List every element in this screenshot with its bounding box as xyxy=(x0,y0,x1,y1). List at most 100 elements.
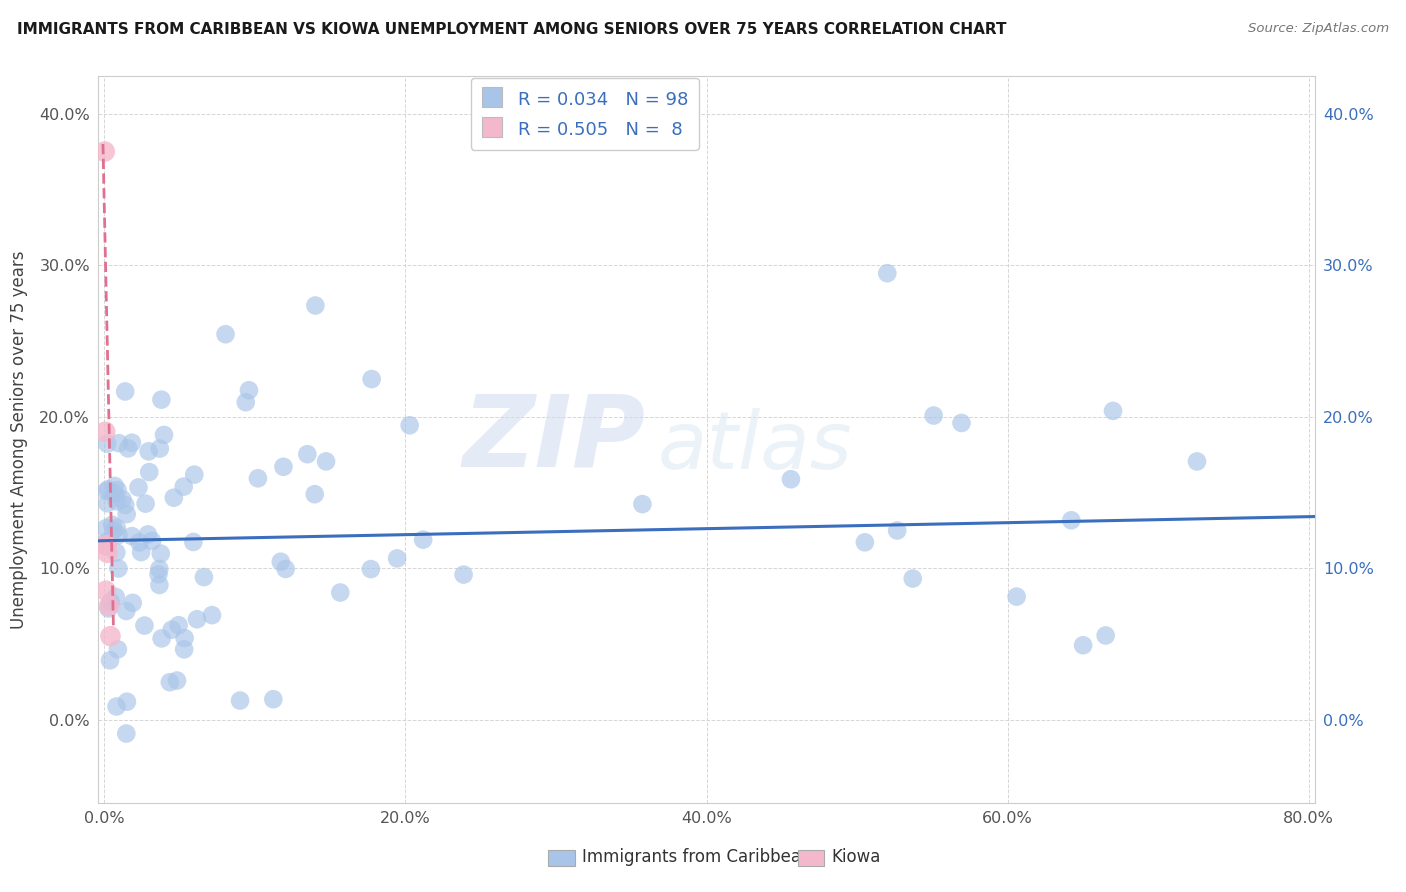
Point xyxy=(117,442,139,456)
Point xyxy=(98,653,121,667)
Point xyxy=(107,642,129,657)
Point xyxy=(360,562,382,576)
Point xyxy=(238,384,260,398)
Point xyxy=(114,384,136,399)
Point xyxy=(149,442,172,456)
Point xyxy=(270,555,292,569)
Point xyxy=(167,618,190,632)
Point xyxy=(94,425,117,439)
Point xyxy=(138,444,160,458)
Point xyxy=(304,487,326,501)
Point xyxy=(94,538,117,552)
Point xyxy=(115,695,138,709)
Point xyxy=(186,612,208,626)
Point xyxy=(100,595,122,609)
Point xyxy=(149,547,172,561)
Point xyxy=(105,494,128,508)
Point xyxy=(96,538,118,552)
Point xyxy=(97,599,120,613)
Point xyxy=(104,479,127,493)
Point xyxy=(134,618,156,632)
Point xyxy=(886,524,908,538)
Point xyxy=(385,551,408,566)
Point xyxy=(173,631,195,645)
Point xyxy=(97,601,120,615)
Point xyxy=(183,467,205,482)
Point xyxy=(214,327,236,342)
Point xyxy=(94,583,117,598)
Point xyxy=(173,642,195,657)
Point xyxy=(96,546,118,560)
Point xyxy=(115,726,138,740)
Text: IMMIGRANTS FROM CARIBBEAN VS KIOWA UNEMPLOYMENT AMONG SENIORS OVER 75 YEARS CORR: IMMIGRANTS FROM CARIBBEAN VS KIOWA UNEMP… xyxy=(17,22,1007,37)
Point xyxy=(453,567,475,582)
Point xyxy=(412,533,434,547)
Point xyxy=(105,521,128,535)
Point xyxy=(193,570,215,584)
Point xyxy=(148,567,170,582)
Point xyxy=(274,562,297,576)
Point xyxy=(136,527,159,541)
Point xyxy=(97,483,120,497)
Text: Immigrants from Caribbean: Immigrants from Caribbean xyxy=(582,848,811,866)
Point xyxy=(315,454,337,468)
Point xyxy=(127,480,149,494)
Point xyxy=(111,492,134,507)
Point xyxy=(262,692,284,706)
Point xyxy=(173,480,195,494)
Point xyxy=(100,629,122,643)
Point xyxy=(150,632,173,646)
Point xyxy=(853,535,876,549)
Point xyxy=(128,535,150,549)
Point xyxy=(96,436,118,450)
Point xyxy=(105,545,128,559)
Point xyxy=(101,517,124,532)
Point xyxy=(235,395,257,409)
Point xyxy=(148,562,170,576)
Point xyxy=(1060,513,1083,527)
Point xyxy=(107,561,129,575)
Point xyxy=(115,507,138,521)
Point xyxy=(166,673,188,688)
Point xyxy=(304,298,326,312)
Point xyxy=(1005,590,1028,604)
Point xyxy=(229,693,252,707)
Text: Kiowa: Kiowa xyxy=(832,848,882,866)
Point xyxy=(1071,638,1094,652)
Point xyxy=(163,491,186,505)
Point xyxy=(153,428,176,442)
Point xyxy=(94,535,117,549)
FancyBboxPatch shape xyxy=(797,850,824,866)
Point xyxy=(950,416,973,430)
Point xyxy=(246,471,269,485)
Point xyxy=(398,418,420,433)
Point xyxy=(93,145,115,159)
Point xyxy=(1102,404,1125,418)
Point xyxy=(96,484,118,499)
Point xyxy=(922,409,945,423)
Point xyxy=(1094,628,1116,642)
Point xyxy=(150,392,173,407)
FancyBboxPatch shape xyxy=(548,850,575,866)
Point xyxy=(129,545,152,559)
Point xyxy=(360,372,382,386)
Point xyxy=(121,529,143,543)
Point xyxy=(107,483,129,497)
Text: atlas: atlas xyxy=(658,408,852,485)
Point xyxy=(108,436,131,450)
Point xyxy=(115,604,138,618)
Point xyxy=(329,585,352,599)
Y-axis label: Unemployment Among Seniors over 75 years: Unemployment Among Seniors over 75 years xyxy=(10,250,28,629)
Point xyxy=(135,497,157,511)
Point xyxy=(94,521,117,535)
Text: Source: ZipAtlas.com: Source: ZipAtlas.com xyxy=(1249,22,1389,36)
Point xyxy=(114,498,136,512)
Point xyxy=(1185,454,1208,468)
Text: ZIP: ZIP xyxy=(463,391,645,488)
Point xyxy=(159,675,181,690)
Point xyxy=(631,497,654,511)
Point xyxy=(107,528,129,542)
Point xyxy=(103,524,125,538)
Point xyxy=(876,266,898,280)
Point xyxy=(104,590,127,604)
